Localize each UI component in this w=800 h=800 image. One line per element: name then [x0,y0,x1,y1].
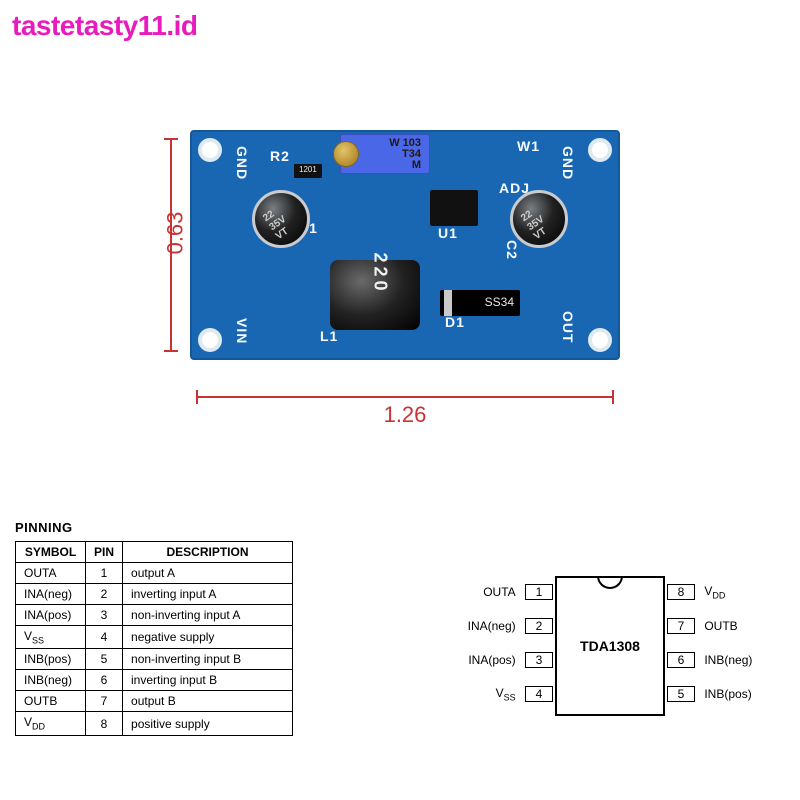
pinning-table: SYMBOL PIN DESCRIPTION OUTA1output AINA(… [15,541,293,736]
col-symbol: SYMBOL [16,542,86,563]
table-row: INB(neg)6inverting input B [16,670,293,691]
silk-gnd: GND [560,146,576,180]
cell-desc: output A [123,563,293,584]
mount-hole [198,328,222,352]
chip-diagram: TDA1308 OUTA 1INA(neg) 2INA(pos) 3VSS 4 … [445,550,775,750]
cell-symbol: OUTB [16,691,86,712]
cell-desc: positive supply [123,712,293,735]
silk-r2: R2 [270,148,290,164]
col-desc: DESCRIPTION [123,542,293,563]
cell-symbol: VSS [16,626,86,649]
cell-desc: inverting input B [123,670,293,691]
trimpot: W 103 T34 M [340,134,430,174]
silk-c2: C2 [504,240,520,260]
cell-symbol: VDD [16,712,86,735]
cell-pin: 7 [86,691,123,712]
capacitor-c1: 2235VVT [252,190,310,248]
cell-symbol: INA(pos) [16,605,86,626]
dimension-width: 1.26 [190,386,620,410]
trimpot-label: W 103 T34 M [389,138,421,171]
chip-pin-left: VSS 4 [445,686,553,702]
cell-pin: 5 [86,649,123,670]
cell-pin: 4 [86,626,123,649]
trimpot-screw [333,141,359,167]
cell-desc: inverting input A [123,584,293,605]
silk-u1: U1 [438,225,458,241]
table-row: INB(pos)5non-inverting input B [16,649,293,670]
cell-symbol: INA(neg) [16,584,86,605]
chip-pin-right: 5 INB(pos) [667,686,787,702]
chip-body: TDA1308 [555,576,665,716]
cell-desc: output B [123,691,293,712]
table-row: VDD8positive supply [16,712,293,735]
table-row: INA(pos)3non-inverting input A [16,605,293,626]
diode-d1: SS34 [440,290,520,316]
silk-w1: W1 [517,138,540,154]
table-row: OUTB7output B [16,691,293,712]
cell-pin: 3 [86,605,123,626]
pcb-board: GND GND VIN OUT R2 W1 ADJ C1 C2 L1 D1 U1… [190,130,620,360]
capacitor-c2: 2235VVT [510,190,568,248]
chip-pin-left: OUTA 1 [445,584,553,600]
dimension-height: 0.63 [160,130,184,360]
silk-l1: L1 [320,328,338,344]
mount-hole [588,138,612,162]
cell-symbol: INB(neg) [16,670,86,691]
silk-out: OUT [560,311,576,344]
col-pin: PIN [86,542,123,563]
table-row: VSS4negative supply [16,626,293,649]
pinning-block: PINNING SYMBOL PIN DESCRIPTION OUTA1outp… [15,520,293,736]
cell-desc: non-inverting input A [123,605,293,626]
chip-pin-left: INA(neg) 2 [445,618,553,634]
chip-name: TDA1308 [557,638,663,654]
table-heading: PINNING [15,520,293,535]
chip-pin-right: 7 OUTB [667,618,787,634]
silk-gnd: GND [234,146,250,180]
silk-vin: VIN [234,318,250,344]
cell-pin: 2 [86,584,123,605]
pcb-figure: GND GND VIN OUT R2 W1 ADJ C1 C2 L1 D1 U1… [140,120,660,400]
chip-pin-left: INA(pos) 3 [445,652,553,668]
chip-pin-right: 8 VDD [667,584,787,600]
cell-symbol: OUTA [16,563,86,584]
datasheet-section: PINNING SYMBOL PIN DESCRIPTION OUTA1outp… [15,520,765,780]
mount-hole [588,328,612,352]
silk-d1: D1 [445,314,465,330]
table-row: OUTA1output A [16,563,293,584]
inductor-l1: 220 [330,260,420,330]
chip-notch [597,576,623,589]
smd-resistor: 1201 [294,164,322,178]
cell-desc: negative supply [123,626,293,649]
cell-desc: non-inverting input B [123,649,293,670]
cell-symbol: INB(pos) [16,649,86,670]
cell-pin: 6 [86,670,123,691]
cell-pin: 8 [86,712,123,735]
table-row: INA(neg)2inverting input A [16,584,293,605]
cell-pin: 1 [86,563,123,584]
watermark: tastetasty11.id [12,10,198,42]
mount-hole [198,138,222,162]
chip-pin-right: 6 INB(neg) [667,652,787,668]
ic-u1 [430,190,478,226]
